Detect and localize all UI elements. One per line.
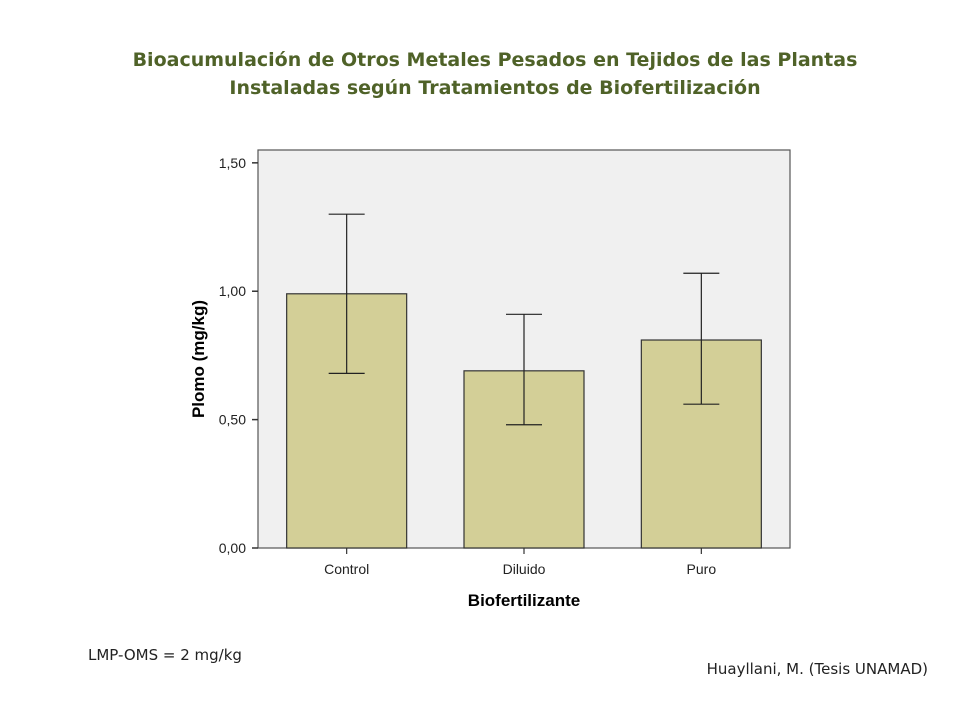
y-tick-label: 0,50 [219,412,246,428]
chart-title: Bioacumulación de Otros Metales Pesados … [0,46,960,102]
x-tick-label: Diluido [503,561,546,577]
x-axis-label: Biofertilizante [468,591,580,610]
x-tick-label: Puro [687,561,717,577]
chart-title-line-2: Instaladas según Tratamientos de Biofert… [229,77,761,99]
author-credit: Huayllani, M. (Tesis UNAMAD) [706,660,928,678]
y-tick-label: 1,50 [219,155,246,171]
y-axis-label: Plomo (mg/kg) [189,300,208,418]
lmp-note: LMP-OMS = 2 mg/kg [88,646,242,664]
y-tick-label: 1,00 [219,283,246,299]
y-tick-label: 0,00 [219,540,246,556]
chart-title-line-1: Bioacumulación de Otros Metales Pesados … [132,49,858,71]
x-tick-label: Control [324,561,369,577]
